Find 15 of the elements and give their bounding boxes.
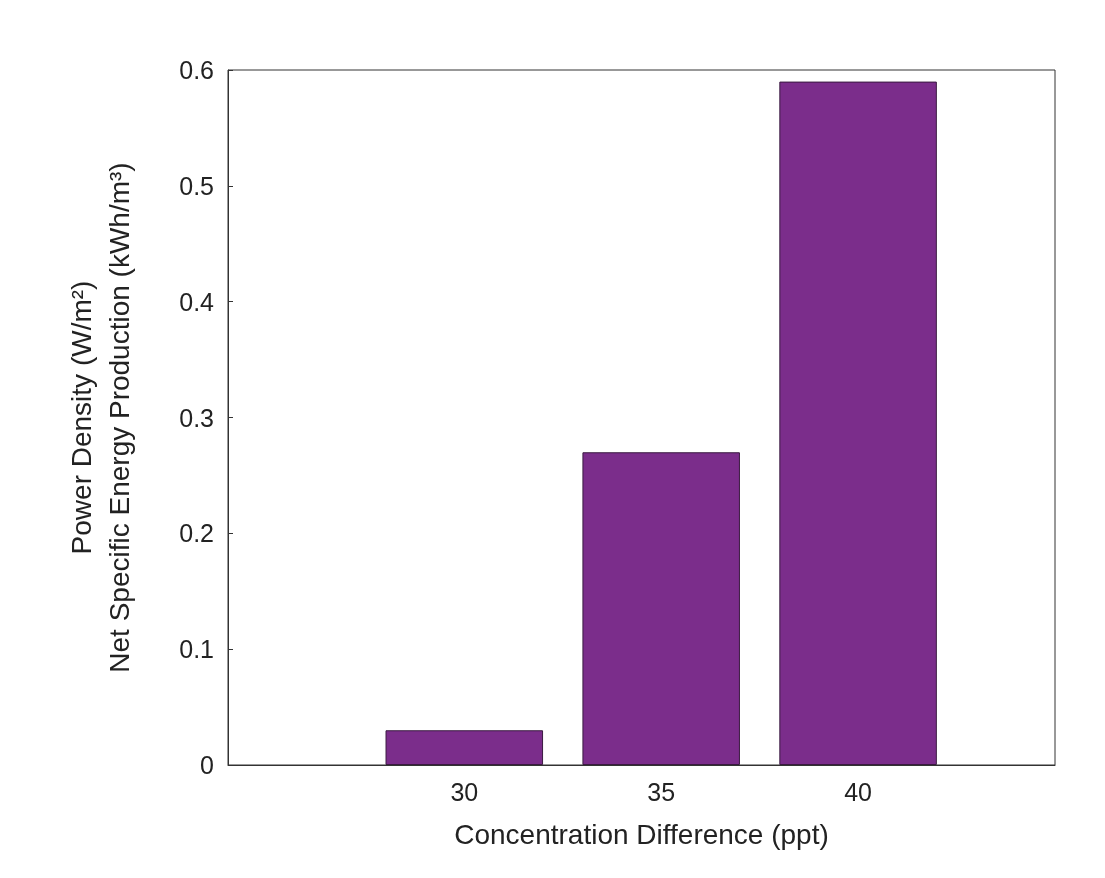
bar xyxy=(582,452,740,765)
y-tick-label: 0 xyxy=(200,751,214,779)
y-tick-label: 0.6 xyxy=(179,56,214,84)
y-tick-label: 0.2 xyxy=(179,519,214,548)
y-tick-label: 0.5 xyxy=(179,171,214,200)
bar xyxy=(779,81,937,765)
y-tick-label: 0.4 xyxy=(179,287,215,316)
bar xyxy=(385,730,544,765)
y-axis-title: Power Density (W/m²) Net Specific Energy Production (kWh/m³) xyxy=(65,162,135,673)
y-tick-label: 0.1 xyxy=(179,635,214,664)
x-axis-title: Concentration Difference (ppt) xyxy=(454,818,829,850)
y-tick-label: 0.3 xyxy=(179,403,214,432)
x-tick-label: 35 xyxy=(647,777,676,806)
x-tick-label: 30 xyxy=(450,777,479,806)
x-tick-label: 40 xyxy=(844,777,872,806)
